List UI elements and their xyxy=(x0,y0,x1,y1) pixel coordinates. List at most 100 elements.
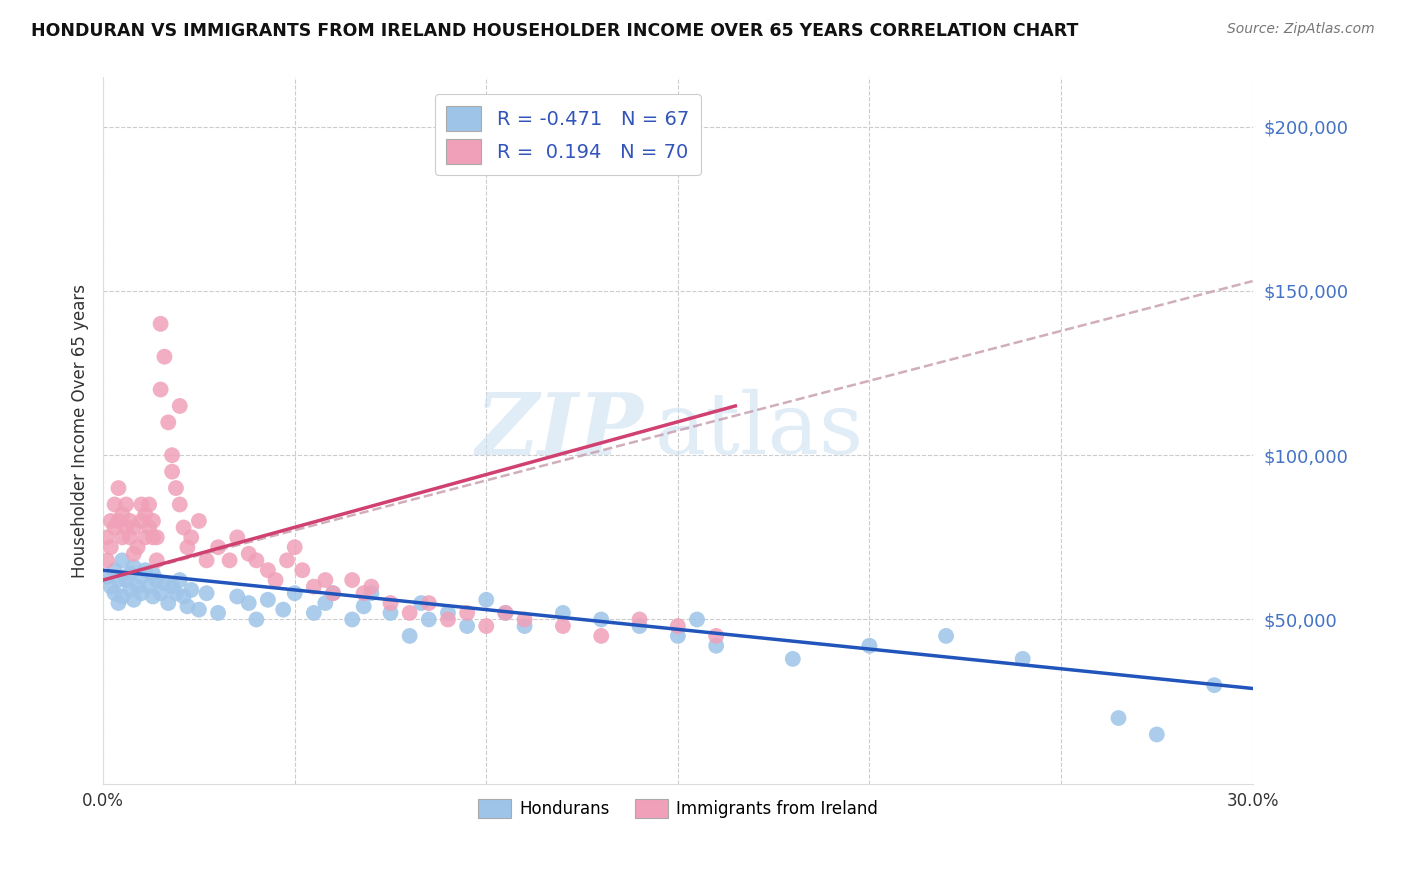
Point xyxy=(1146,727,1168,741)
Point xyxy=(494,606,516,620)
Point xyxy=(180,530,202,544)
Point xyxy=(118,566,141,581)
Point xyxy=(935,629,957,643)
Text: ZIP: ZIP xyxy=(475,389,644,473)
Point xyxy=(257,563,280,577)
Point xyxy=(173,590,195,604)
Point xyxy=(104,586,127,600)
Point xyxy=(165,586,187,600)
Point xyxy=(100,540,122,554)
Point xyxy=(169,399,191,413)
Point xyxy=(475,619,498,633)
Point xyxy=(513,612,536,626)
Point xyxy=(107,573,129,587)
Point xyxy=(149,317,172,331)
Point xyxy=(782,652,804,666)
Point xyxy=(138,580,160,594)
Point xyxy=(207,606,229,620)
Point xyxy=(302,580,325,594)
Point xyxy=(153,350,176,364)
Point xyxy=(138,520,160,534)
Point xyxy=(131,514,153,528)
Point xyxy=(96,553,118,567)
Point xyxy=(314,573,336,587)
Point xyxy=(322,586,344,600)
Point xyxy=(118,582,141,597)
Point xyxy=(314,596,336,610)
Point xyxy=(704,629,727,643)
Point xyxy=(238,547,260,561)
Point xyxy=(131,570,153,584)
Point xyxy=(628,612,651,626)
Text: Source: ZipAtlas.com: Source: ZipAtlas.com xyxy=(1227,22,1375,37)
Point xyxy=(104,520,127,534)
Point xyxy=(591,612,613,626)
Point xyxy=(111,508,134,522)
Y-axis label: Householder Income Over 65 years: Householder Income Over 65 years xyxy=(72,284,89,578)
Point xyxy=(160,465,183,479)
Point xyxy=(115,520,138,534)
Point xyxy=(276,553,298,567)
Point xyxy=(111,590,134,604)
Point xyxy=(100,580,122,594)
Point xyxy=(456,619,478,633)
Point xyxy=(131,586,153,600)
Point xyxy=(118,514,141,528)
Point xyxy=(160,448,183,462)
Point xyxy=(353,586,375,600)
Point xyxy=(142,530,165,544)
Point xyxy=(195,553,218,567)
Point xyxy=(157,416,180,430)
Point xyxy=(96,530,118,544)
Point xyxy=(666,629,689,643)
Point xyxy=(180,582,202,597)
Point xyxy=(218,553,240,567)
Point xyxy=(411,596,433,610)
Point xyxy=(160,580,183,594)
Point xyxy=(104,498,127,512)
Point xyxy=(360,586,382,600)
Legend: Hondurans, Immigrants from Ireland: Hondurans, Immigrants from Ireland xyxy=(471,792,884,825)
Point xyxy=(134,508,156,522)
Point xyxy=(456,606,478,620)
Point xyxy=(398,606,420,620)
Point xyxy=(138,498,160,512)
Point xyxy=(380,606,402,620)
Point xyxy=(146,530,169,544)
Point xyxy=(380,596,402,610)
Point xyxy=(118,530,141,544)
Point xyxy=(169,573,191,587)
Point xyxy=(475,592,498,607)
Text: atlas: atlas xyxy=(655,389,865,472)
Point xyxy=(104,563,127,577)
Point xyxy=(418,612,440,626)
Point xyxy=(494,606,516,620)
Text: HONDURAN VS IMMIGRANTS FROM IRELAND HOUSEHOLDER INCOME OVER 65 YEARS CORRELATION: HONDURAN VS IMMIGRANTS FROM IRELAND HOUS… xyxy=(31,22,1078,40)
Point xyxy=(1108,711,1130,725)
Point xyxy=(142,566,165,581)
Point xyxy=(187,602,209,616)
Point xyxy=(165,481,187,495)
Point xyxy=(122,547,145,561)
Point xyxy=(226,590,249,604)
Point xyxy=(686,612,709,626)
Point xyxy=(418,596,440,610)
Point xyxy=(551,606,574,620)
Point xyxy=(149,586,172,600)
Point xyxy=(187,514,209,528)
Point xyxy=(111,530,134,544)
Point xyxy=(302,606,325,620)
Point xyxy=(226,530,249,544)
Point xyxy=(134,563,156,577)
Point xyxy=(122,520,145,534)
Point xyxy=(551,619,574,633)
Point xyxy=(284,540,307,554)
Point xyxy=(291,563,314,577)
Point xyxy=(340,612,363,626)
Point xyxy=(107,481,129,495)
Point xyxy=(107,514,129,528)
Point xyxy=(322,586,344,600)
Point xyxy=(127,540,149,554)
Point xyxy=(360,580,382,594)
Point xyxy=(153,576,176,591)
